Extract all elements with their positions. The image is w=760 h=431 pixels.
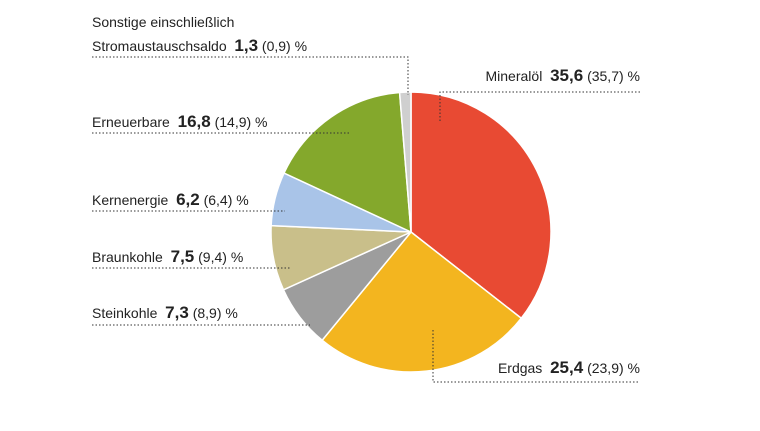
leader-lines xyxy=(92,56,640,383)
slice-value: 35,6 xyxy=(550,66,583,85)
slice-label: Stromaustauschsaldo 1,3 (0,9) % xyxy=(92,36,307,55)
leader-sonstige xyxy=(92,56,409,95)
slice-label: Steinkohle 7,3 (8,9) % xyxy=(92,303,238,322)
slice-prev-value: (23,9) % xyxy=(583,360,640,376)
slice-label: Erneuerbare 16,8 (14,9) % xyxy=(92,112,268,131)
pie-slice-1 xyxy=(321,230,523,373)
slice-value: 16,8 xyxy=(178,112,211,131)
slice-label: Mineralöl 35,6 (35,7) % xyxy=(486,66,641,85)
slice-name: Erneuerbare xyxy=(92,114,178,130)
slice-labels: Mineralöl 35,6 (35,7) % Erdgas 25,4 (23,9… xyxy=(92,14,640,377)
slice-prev-value: (35,7) % xyxy=(583,68,640,84)
slice-name: Steinkohle xyxy=(92,305,165,321)
slice-value: 7,5 xyxy=(171,247,195,266)
slice-name: Erdgas xyxy=(498,360,550,376)
slice-prev-value: (14,9) % xyxy=(211,114,268,130)
slice-value: 1,3 xyxy=(234,36,258,55)
slice-label-line1: Sonstige einschließlich xyxy=(92,14,234,30)
leader-erdgas xyxy=(432,330,640,383)
slice-value: 25,4 xyxy=(550,358,584,377)
pie-slice-0 xyxy=(410,91,552,320)
slice-name: Mineralöl xyxy=(486,68,551,84)
slice-value: 6,2 xyxy=(176,190,200,209)
slice-label: Erdgas 25,4 (23,9) % xyxy=(498,358,640,377)
slice-label: Kernenergie 6,2 (6,4) % xyxy=(92,190,249,209)
pie-slice-6 xyxy=(398,91,412,233)
slice-label: Braunkohle 7,5 (9,4) % xyxy=(92,247,243,266)
pie-slice-5 xyxy=(283,91,412,234)
slice-prev-value: (8,9) % xyxy=(189,305,238,321)
slice-value: 7,3 xyxy=(165,303,189,322)
slice-name: Braunkohle xyxy=(92,249,171,265)
slice-prev-value: (0,9) % xyxy=(258,38,307,54)
slice-prev-value: (9,4) % xyxy=(194,249,243,265)
slice-prev-value: (6,4) % xyxy=(200,192,249,208)
pie-slices xyxy=(270,91,552,373)
slice-name: Kernenergie xyxy=(92,192,176,208)
slice-name: Stromaustauschsaldo xyxy=(92,38,234,54)
leader-mineraloel xyxy=(439,91,640,122)
